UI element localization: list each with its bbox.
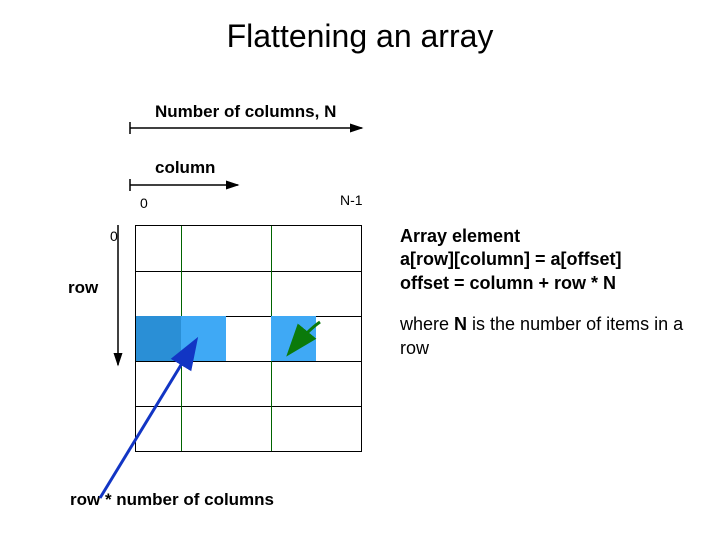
label-row: row <box>68 278 98 298</box>
label-zero-row: 0 <box>110 228 118 244</box>
label-zero-col: 0 <box>140 195 148 211</box>
explain-line4: where N is the number of items in a row <box>400 313 700 360</box>
label-n-minus-1: N-1 <box>340 192 363 208</box>
cell-row2-col0 <box>136 316 181 361</box>
label-num-cols: Number of columns, N <box>155 102 336 122</box>
cell-row2-col1 <box>181 316 226 361</box>
explain-line2: a[row][column] = a[offset] <box>400 248 700 271</box>
label-bottom: row * number of columns <box>70 490 274 510</box>
explanation-block: Array element a[row][column] = a[offset]… <box>400 225 700 360</box>
explain-line3: offset = column + row * N <box>400 272 700 295</box>
page-title: Flattening an array <box>0 18 720 55</box>
array-grid <box>135 225 362 452</box>
label-column: column <box>155 158 215 178</box>
cell-row2-col3 <box>271 316 316 361</box>
explain-line1: Array element <box>400 225 700 248</box>
